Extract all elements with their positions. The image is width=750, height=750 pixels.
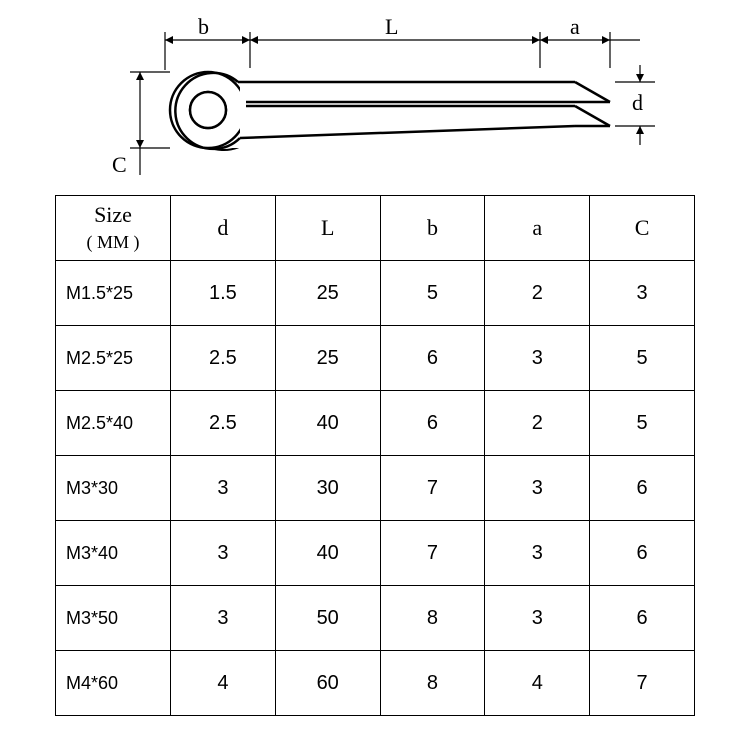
table-row: M3*50350836 — [56, 586, 695, 651]
table-row: M3*40340736 — [56, 521, 695, 586]
diagram-svg — [80, 20, 670, 180]
cell-size: M3*30 — [56, 456, 171, 521]
cell-d: 3 — [171, 456, 276, 521]
cell-L: 30 — [275, 456, 380, 521]
cell-a: 3 — [485, 456, 590, 521]
table-header: Size ( MM ) d L b a C — [56, 196, 695, 261]
cell-L: 25 — [275, 261, 380, 326]
cell-C: 6 — [590, 586, 695, 651]
cell-L: 40 — [275, 391, 380, 456]
label-C: C — [112, 152, 127, 178]
table-row: M1.5*251.525523 — [56, 261, 695, 326]
table-row: M2.5*252.525635 — [56, 326, 695, 391]
cell-a: 3 — [485, 586, 590, 651]
cell-a: 4 — [485, 651, 590, 716]
label-b: b — [198, 14, 209, 40]
cell-size: M2.5*40 — [56, 391, 171, 456]
label-L: L — [385, 14, 398, 40]
size-head-line1: Size — [94, 202, 132, 227]
cell-b: 5 — [380, 261, 485, 326]
cell-C: 5 — [590, 326, 695, 391]
col-head-a: a — [485, 196, 590, 261]
cell-size: M2.5*25 — [56, 326, 171, 391]
col-head-L: L — [275, 196, 380, 261]
cell-size: M1.5*25 — [56, 261, 171, 326]
size-head-line2: ( MM ) — [87, 232, 140, 252]
cell-L: 60 — [275, 651, 380, 716]
cell-size: M3*50 — [56, 586, 171, 651]
col-head-d: d — [171, 196, 276, 261]
cell-size: M3*40 — [56, 521, 171, 586]
cell-d: 3 — [171, 586, 276, 651]
cell-a: 2 — [485, 261, 590, 326]
cell-b: 8 — [380, 651, 485, 716]
cell-d: 4 — [171, 651, 276, 716]
cell-d: 3 — [171, 521, 276, 586]
cell-L: 25 — [275, 326, 380, 391]
cell-b: 8 — [380, 586, 485, 651]
cell-C: 3 — [590, 261, 695, 326]
cell-a: 3 — [485, 521, 590, 586]
cell-d: 2.5 — [171, 391, 276, 456]
cell-C: 5 — [590, 391, 695, 456]
cell-L: 40 — [275, 521, 380, 586]
cell-b: 6 — [380, 391, 485, 456]
table-row: M2.5*402.540625 — [56, 391, 695, 456]
table-row: M3*30330736 — [56, 456, 695, 521]
table-body: M1.5*251.525523M2.5*252.525635M2.5*402.5… — [56, 261, 695, 716]
size-table: Size ( MM ) d L b a C M1.5*251.525523M2.… — [55, 195, 695, 716]
col-head-C: C — [590, 196, 695, 261]
cell-C: 7 — [590, 651, 695, 716]
cell-C: 6 — [590, 456, 695, 521]
cell-L: 50 — [275, 586, 380, 651]
label-d: d — [632, 90, 643, 116]
cell-b: 7 — [380, 456, 485, 521]
cotter-pin-diagram: b L a d C — [80, 20, 670, 180]
cell-b: 6 — [380, 326, 485, 391]
cell-b: 7 — [380, 521, 485, 586]
table-row: M4*60460847 — [56, 651, 695, 716]
col-head-size: Size ( MM ) — [56, 196, 171, 261]
col-head-b: b — [380, 196, 485, 261]
cell-size: M4*60 — [56, 651, 171, 716]
cell-a: 3 — [485, 326, 590, 391]
cell-d: 1.5 — [171, 261, 276, 326]
label-a: a — [570, 14, 580, 40]
page-container: b L a d C Size ( MM ) d L b a C — [0, 0, 750, 750]
cell-C: 6 — [590, 521, 695, 586]
cell-d: 2.5 — [171, 326, 276, 391]
cell-a: 2 — [485, 391, 590, 456]
size-table-wrap: Size ( MM ) d L b a C M1.5*251.525523M2.… — [55, 195, 695, 716]
